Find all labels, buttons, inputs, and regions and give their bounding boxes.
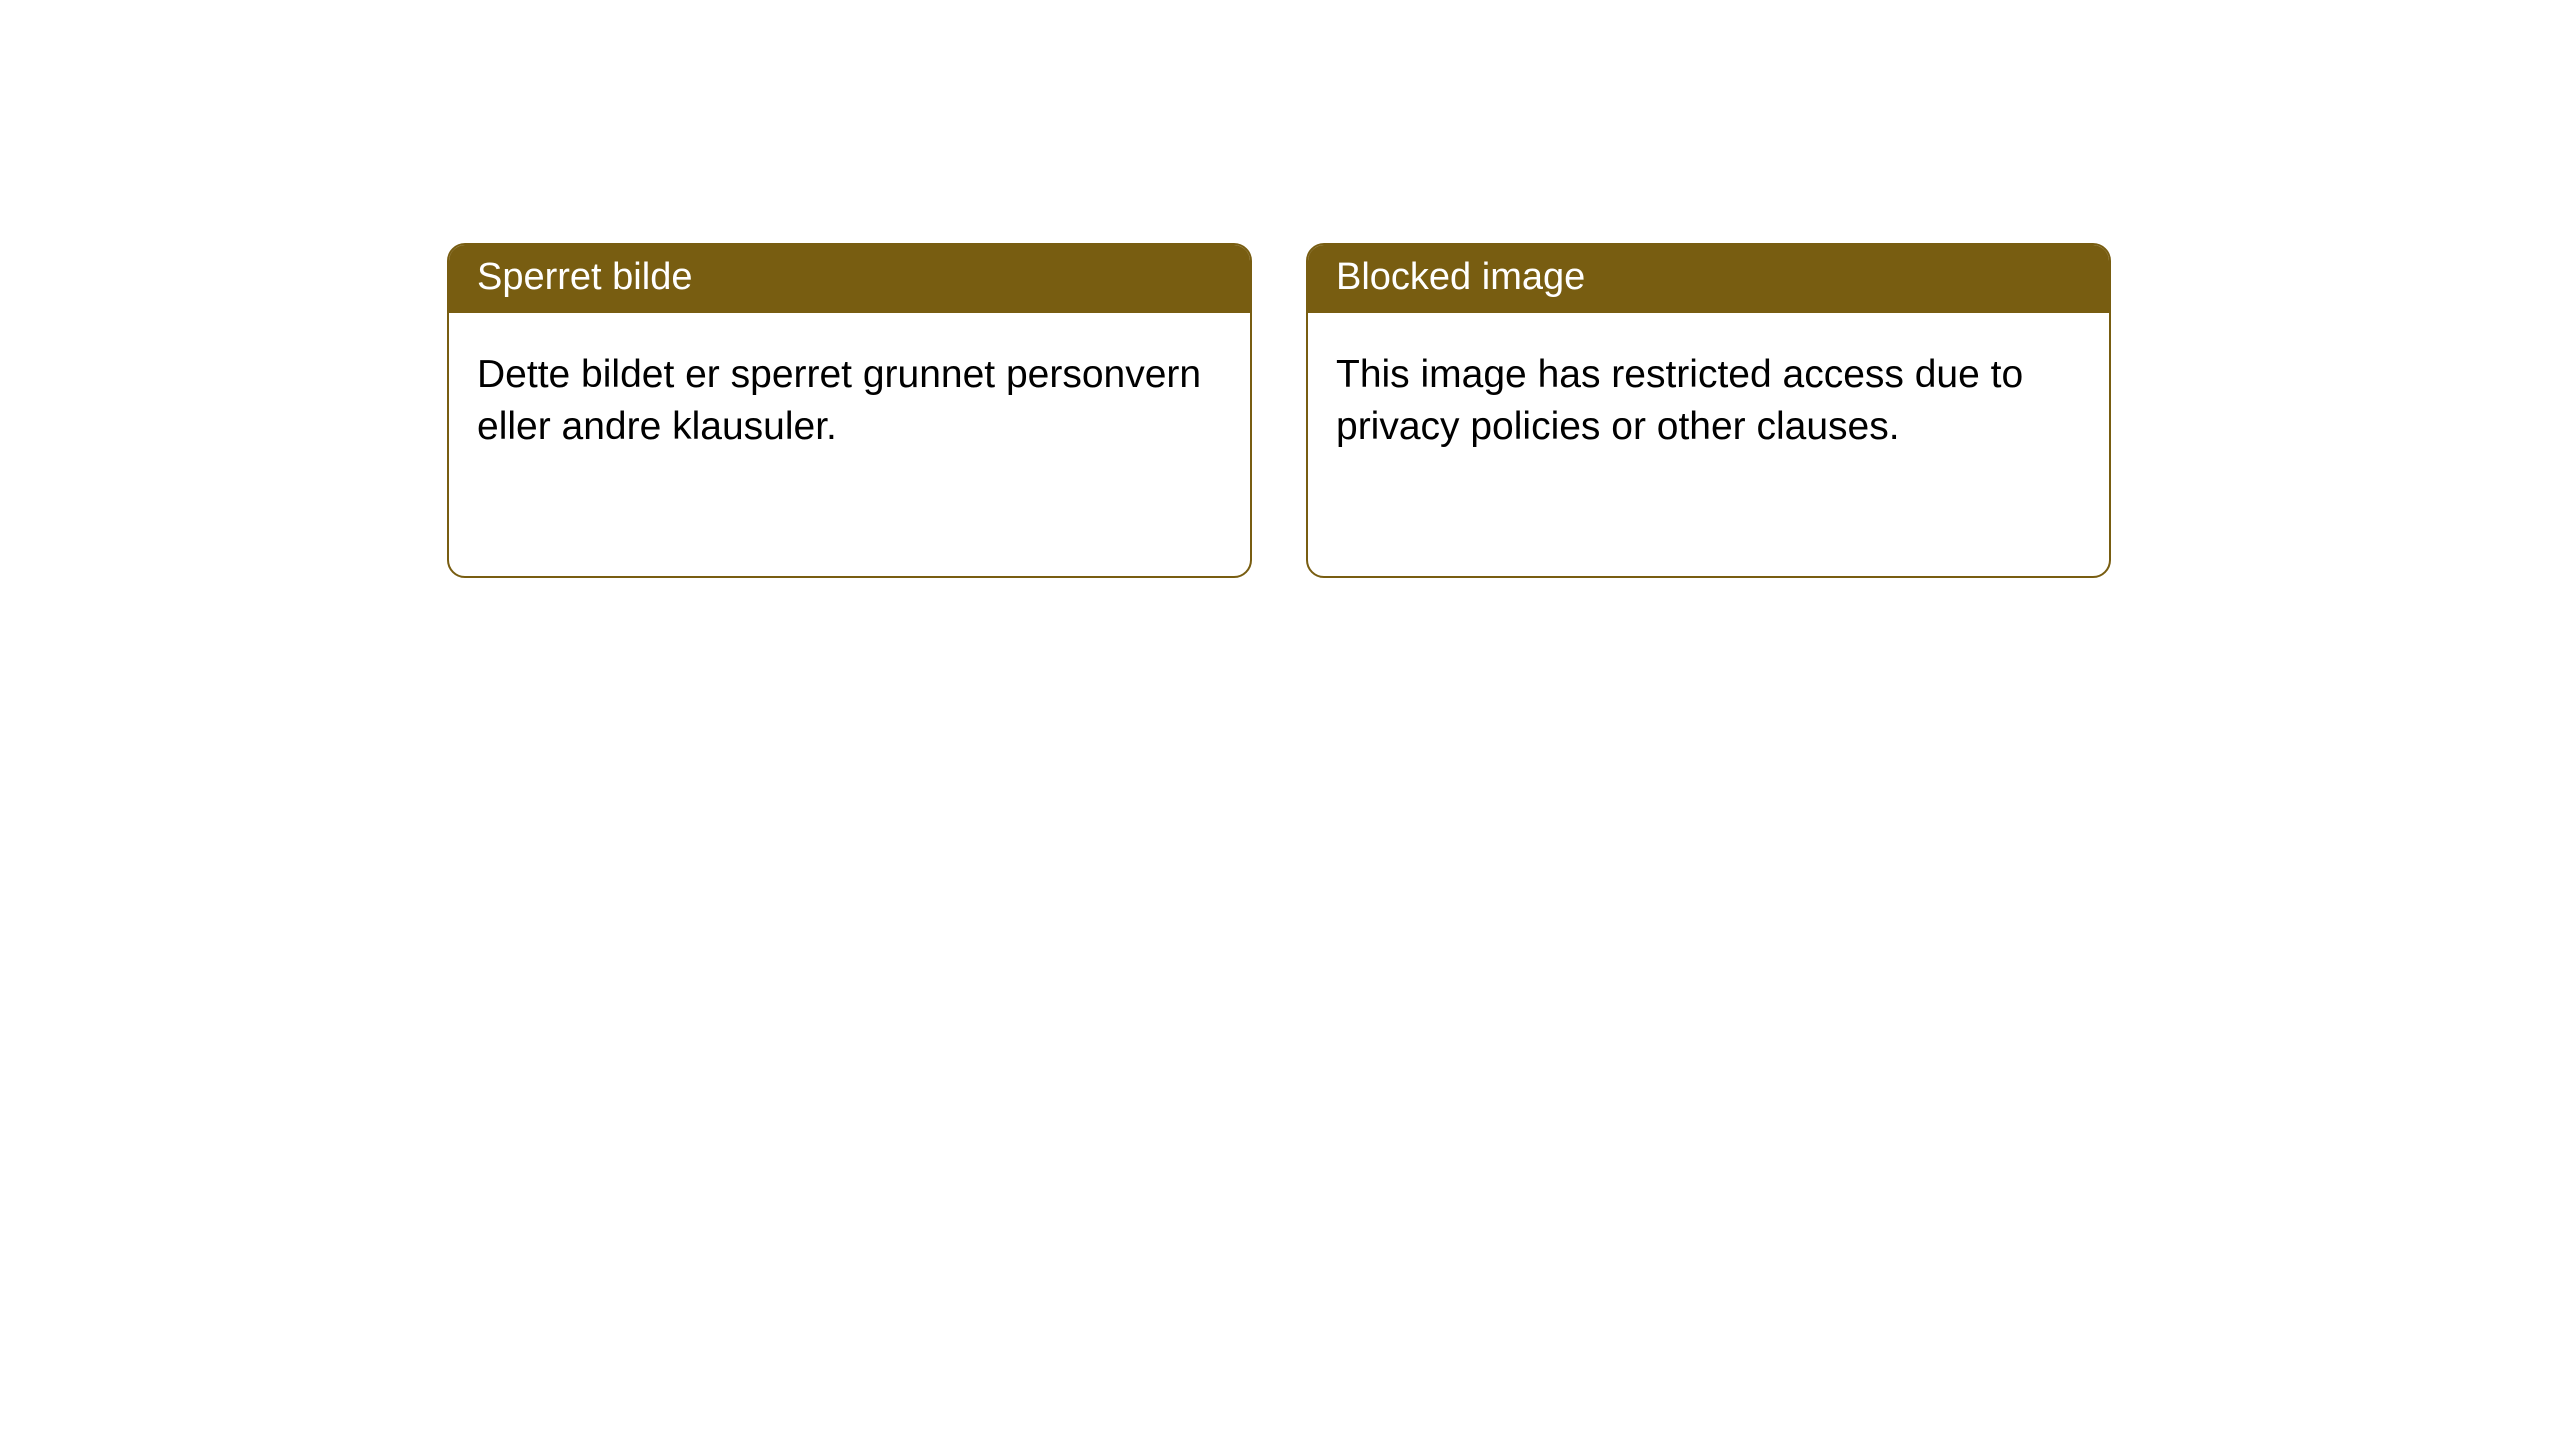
notice-body-norwegian: Dette bildet er sperret grunnet personve…: [449, 313, 1250, 474]
notice-body-english: This image has restricted access due to …: [1308, 313, 2109, 474]
notice-card-english: Blocked image This image has restricted …: [1306, 243, 2111, 578]
notice-title-english: Blocked image: [1308, 245, 2109, 313]
notice-container: Sperret bilde Dette bildet er sperret gr…: [0, 0, 2560, 578]
notice-title-norwegian: Sperret bilde: [449, 245, 1250, 313]
notice-card-norwegian: Sperret bilde Dette bildet er sperret gr…: [447, 243, 1252, 578]
